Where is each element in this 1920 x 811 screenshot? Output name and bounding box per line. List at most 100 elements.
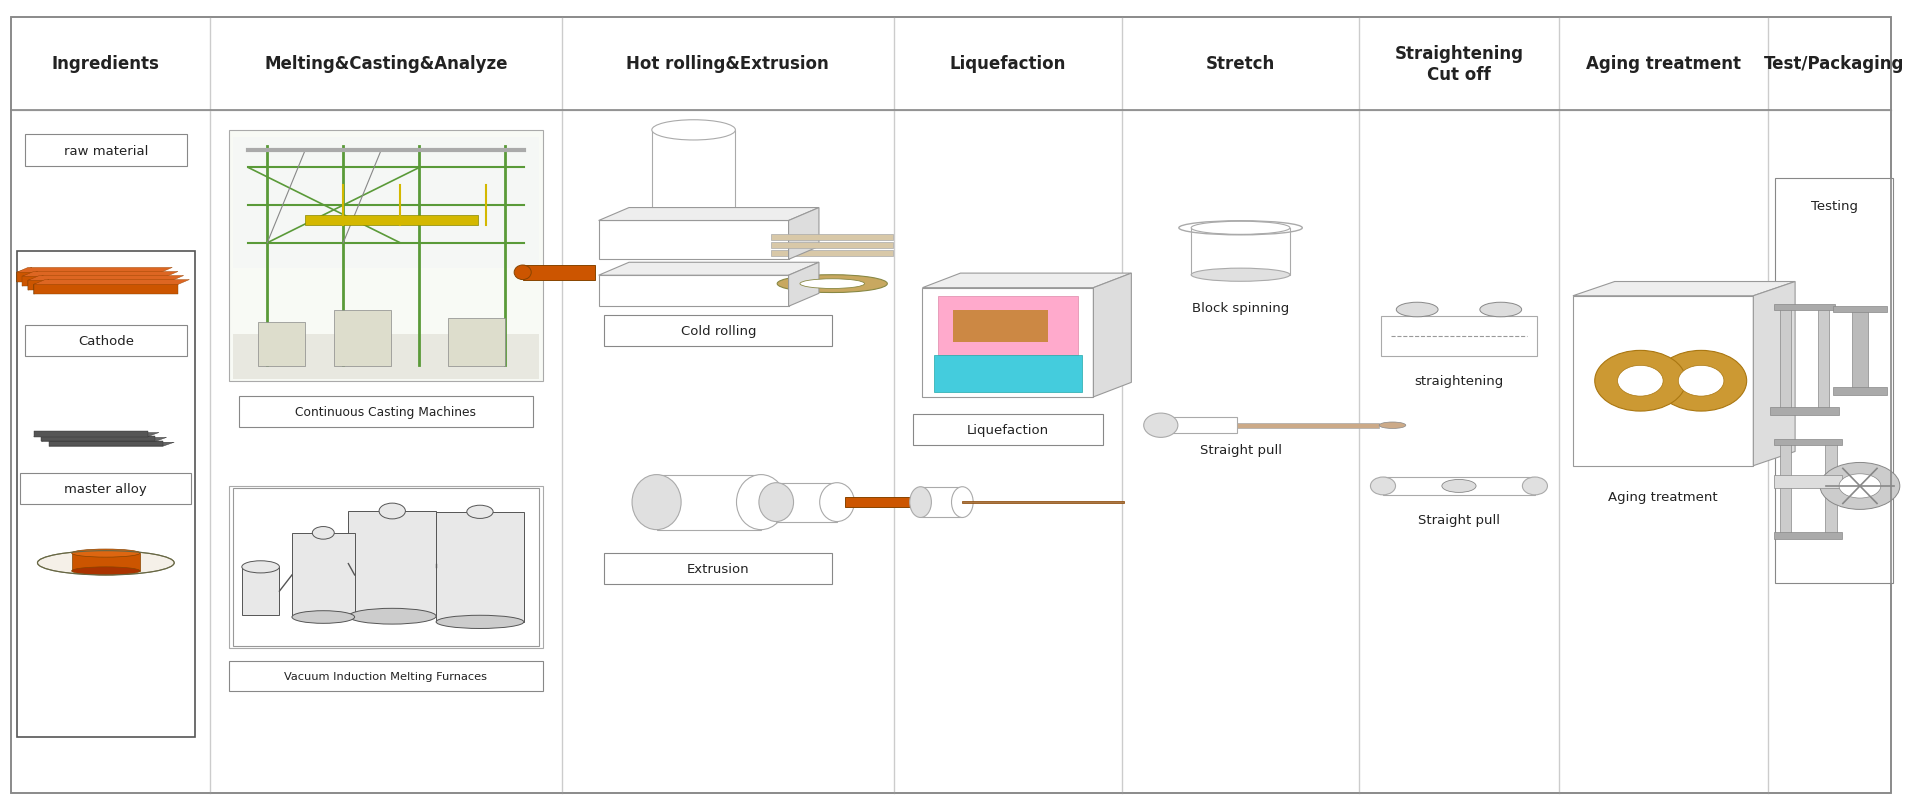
- Ellipse shape: [1396, 303, 1438, 317]
- Bar: [1780, 442, 1791, 534]
- Bar: [232, 335, 540, 380]
- Bar: [1236, 423, 1379, 428]
- Bar: [257, 322, 305, 367]
- Ellipse shape: [71, 567, 140, 575]
- Ellipse shape: [1655, 351, 1747, 411]
- Bar: [522, 266, 595, 281]
- Bar: [1770, 407, 1839, 415]
- Bar: [40, 436, 156, 442]
- Bar: [1190, 229, 1290, 276]
- Polygon shape: [35, 433, 159, 437]
- Polygon shape: [35, 281, 190, 285]
- Text: Test/Packaging: Test/Packaging: [1764, 55, 1905, 73]
- Ellipse shape: [778, 276, 887, 293]
- Bar: [599, 221, 789, 260]
- Bar: [772, 243, 893, 249]
- Ellipse shape: [71, 549, 140, 557]
- Text: Straight pull: Straight pull: [1419, 513, 1500, 526]
- Bar: [1826, 442, 1837, 534]
- Ellipse shape: [38, 551, 175, 575]
- Bar: [1380, 316, 1536, 357]
- Polygon shape: [17, 268, 33, 283]
- Ellipse shape: [515, 266, 532, 281]
- Bar: [952, 310, 1048, 343]
- Bar: [657, 475, 760, 530]
- Ellipse shape: [632, 475, 682, 530]
- Bar: [599, 276, 789, 307]
- Bar: [962, 501, 1123, 504]
- Text: Aging treatment: Aging treatment: [1586, 55, 1741, 73]
- Text: Testing: Testing: [1811, 200, 1857, 212]
- Bar: [1774, 532, 1843, 539]
- Text: straightening: straightening: [1415, 375, 1503, 388]
- Bar: [1774, 476, 1843, 489]
- Text: raw material: raw material: [63, 144, 148, 157]
- Text: Ingredients: Ingredients: [52, 55, 159, 73]
- Ellipse shape: [1523, 478, 1548, 496]
- Ellipse shape: [242, 561, 280, 573]
- Bar: [776, 483, 837, 522]
- Ellipse shape: [378, 504, 405, 519]
- Ellipse shape: [952, 487, 973, 518]
- Bar: [1780, 308, 1791, 414]
- Polygon shape: [1092, 274, 1131, 397]
- Bar: [35, 285, 179, 294]
- Bar: [232, 138, 540, 268]
- Bar: [436, 513, 524, 622]
- Text: Straightening
Cut off: Straightening Cut off: [1394, 45, 1523, 84]
- Bar: [1834, 307, 1887, 312]
- FancyBboxPatch shape: [21, 474, 192, 504]
- Bar: [29, 281, 173, 290]
- FancyBboxPatch shape: [228, 661, 543, 692]
- Text: Continuous Casting Machines: Continuous Casting Machines: [296, 406, 476, 418]
- Ellipse shape: [1617, 366, 1663, 397]
- Text: Vacuum Induction Melting Furnaces: Vacuum Induction Melting Furnaces: [284, 672, 488, 681]
- Polygon shape: [789, 263, 820, 307]
- Bar: [23, 277, 167, 287]
- Bar: [48, 441, 163, 447]
- Ellipse shape: [348, 608, 436, 624]
- Bar: [348, 512, 436, 616]
- Bar: [1776, 179, 1893, 583]
- Polygon shape: [789, 208, 820, 260]
- Text: Hot rolling&Extrusion: Hot rolling&Extrusion: [626, 55, 829, 73]
- Bar: [1774, 440, 1843, 446]
- Bar: [1572, 296, 1753, 466]
- FancyBboxPatch shape: [25, 325, 186, 356]
- Ellipse shape: [1190, 222, 1290, 235]
- FancyBboxPatch shape: [605, 315, 831, 346]
- Ellipse shape: [910, 487, 931, 518]
- Text: Aging treatment: Aging treatment: [1609, 491, 1718, 504]
- Bar: [1834, 388, 1887, 396]
- Bar: [1162, 418, 1236, 434]
- Ellipse shape: [467, 505, 493, 519]
- Text: Straight pull: Straight pull: [1200, 444, 1281, 457]
- Bar: [447, 318, 505, 367]
- Polygon shape: [48, 443, 175, 447]
- Bar: [933, 355, 1083, 393]
- Bar: [920, 487, 962, 518]
- Ellipse shape: [1480, 303, 1523, 317]
- Ellipse shape: [1596, 351, 1686, 411]
- Bar: [1774, 304, 1836, 310]
- Text: Liquefaction: Liquefaction: [950, 55, 1066, 73]
- Bar: [1853, 308, 1868, 393]
- Bar: [1382, 478, 1534, 496]
- Text: Cathode: Cathode: [79, 334, 134, 347]
- Bar: [242, 567, 280, 616]
- Ellipse shape: [820, 483, 854, 522]
- Polygon shape: [1572, 282, 1795, 296]
- Bar: [651, 131, 735, 220]
- Ellipse shape: [801, 280, 864, 289]
- Polygon shape: [23, 272, 38, 287]
- Ellipse shape: [1678, 366, 1724, 397]
- FancyBboxPatch shape: [25, 135, 186, 167]
- Ellipse shape: [1442, 480, 1476, 493]
- Ellipse shape: [313, 527, 334, 539]
- Text: Extrusion: Extrusion: [687, 562, 749, 575]
- Ellipse shape: [758, 483, 793, 522]
- Text: master alloy: master alloy: [65, 483, 148, 496]
- FancyBboxPatch shape: [238, 397, 534, 427]
- Polygon shape: [40, 438, 167, 442]
- Ellipse shape: [1379, 423, 1405, 429]
